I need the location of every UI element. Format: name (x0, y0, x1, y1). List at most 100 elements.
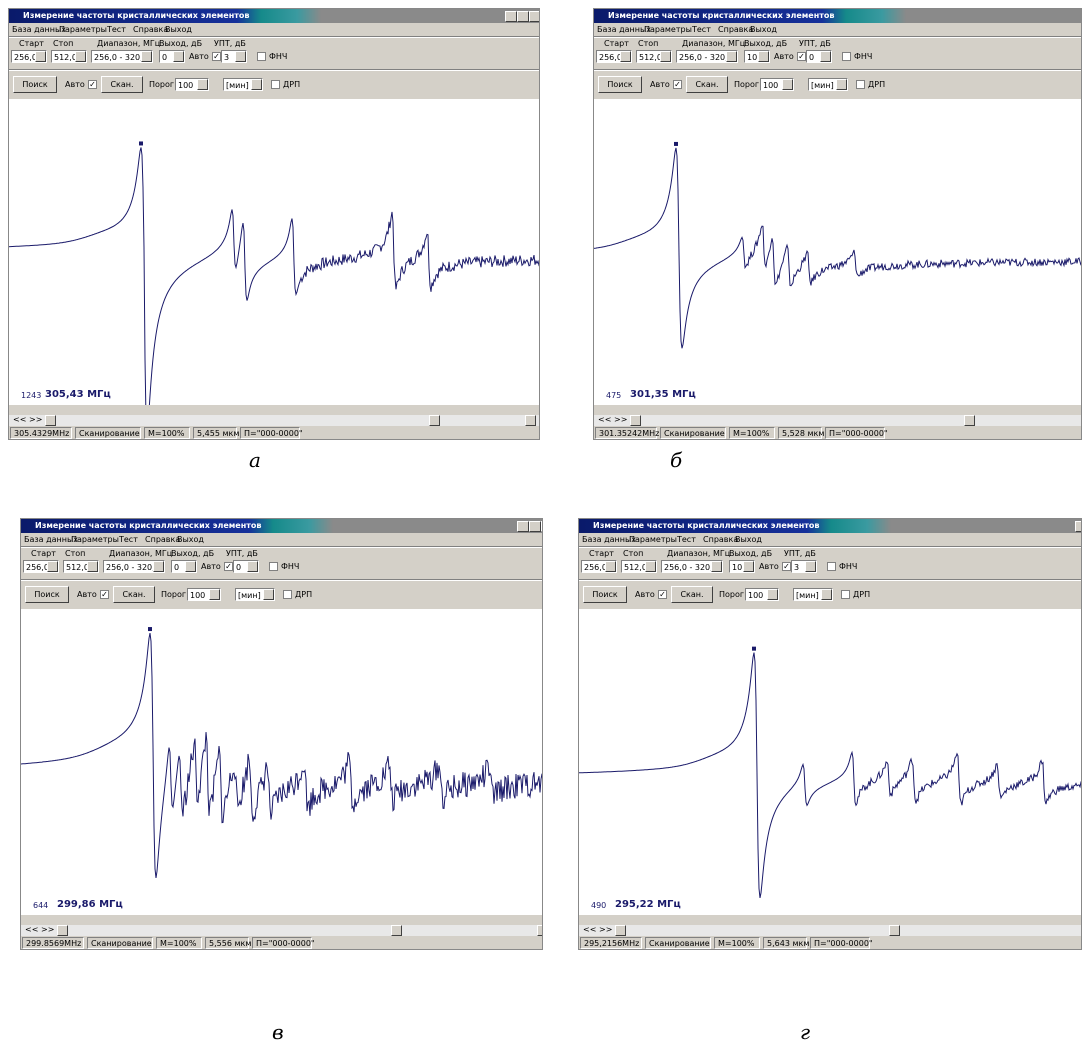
menu-item[interactable]: Выход (750, 25, 777, 34)
scroll-back[interactable]: << (13, 415, 26, 424)
combo-arrow (209, 589, 220, 600)
checkbox-label: Авто (65, 80, 85, 89)
status-cell: 301.35242MHz (595, 427, 657, 439)
scroll-forward[interactable]: >> (614, 415, 627, 424)
button[interactable]: Поиск (25, 586, 69, 603)
window-button[interactable] (541, 521, 543, 532)
scroll-back[interactable]: << (598, 415, 611, 424)
signal-trace (594, 148, 1082, 348)
combo-arrow (645, 561, 656, 572)
field-label: Старт (604, 39, 629, 48)
separator (9, 69, 540, 71)
menu-item[interactable]: Тест (677, 535, 696, 544)
window-button[interactable] (517, 11, 529, 22)
button[interactable]: Скан. (686, 76, 728, 93)
scroll-arrow[interactable] (630, 415, 641, 426)
checkbox[interactable] (283, 590, 292, 599)
scroll-back[interactable]: << (583, 925, 596, 934)
title-bar: Измерение частоты кристаллических элемен… (21, 519, 543, 533)
status-cell: 5,643 мкм (763, 937, 807, 949)
scroll-thumb[interactable] (889, 925, 900, 936)
checkbox[interactable] (856, 80, 865, 89)
frequency: 301,35 МГц (630, 389, 696, 400)
menu-item[interactable]: Тест (107, 25, 126, 34)
combo-arrow (820, 51, 831, 62)
checkbox[interactable]: ✓ (658, 590, 667, 599)
scroll-arrow[interactable] (537, 925, 543, 936)
checkbox[interactable] (842, 52, 851, 61)
scroll-arrow[interactable] (525, 415, 536, 426)
separator (21, 546, 543, 548)
status-cell: Сканирование (87, 937, 153, 949)
window-button[interactable] (517, 521, 529, 532)
separator (9, 36, 540, 38)
checkbox[interactable]: ✓ (88, 80, 97, 89)
menu-item[interactable]: Справка (718, 25, 753, 34)
checkbox[interactable] (269, 562, 278, 571)
menu-item[interactable]: Тест (119, 535, 138, 544)
field-label: Выход, дБ (729, 549, 772, 558)
peak-marker (148, 627, 152, 631)
checkbox-label: ФНЧ (854, 52, 872, 61)
menu-item[interactable]: База данных (597, 25, 651, 34)
menu-item[interactable]: Параметры (629, 535, 677, 544)
menu-item[interactable]: Выход (165, 25, 192, 34)
button[interactable]: Скан. (671, 586, 713, 603)
scroll-thumb[interactable] (429, 415, 440, 426)
window-button[interactable] (505, 11, 517, 22)
scrollbar: <<>> (21, 925, 543, 936)
checkbox-label: ФНЧ (839, 562, 857, 571)
menu-item[interactable]: База данных (24, 535, 78, 544)
menu-item[interactable]: Параметры (59, 25, 107, 34)
menu-item[interactable]: Параметры (644, 25, 692, 34)
checkbox[interactable]: ✓ (224, 562, 233, 571)
menu-item[interactable]: Выход (735, 535, 762, 544)
window-button[interactable] (529, 521, 541, 532)
scroll-thumb[interactable] (964, 415, 975, 426)
checkbox[interactable]: ✓ (673, 80, 682, 89)
menu-item[interactable]: Тест (692, 25, 711, 34)
scroll-arrow[interactable] (45, 415, 56, 426)
menu-item[interactable]: Выход (177, 535, 204, 544)
checkbox[interactable] (827, 562, 836, 571)
window-button[interactable] (529, 11, 540, 22)
checkbox[interactable] (841, 590, 850, 599)
button[interactable]: Поиск (13, 76, 57, 93)
checkbox[interactable] (257, 52, 266, 61)
peak-marker (139, 141, 143, 145)
button[interactable]: Скан. (101, 76, 143, 93)
scroll-forward[interactable]: >> (599, 925, 612, 934)
signal-trace (9, 148, 540, 406)
menu-item[interactable]: Справка (145, 535, 180, 544)
button[interactable]: Скан. (113, 586, 155, 603)
field-label: УПТ, дБ (799, 39, 831, 48)
counter: 475 (606, 391, 621, 400)
button[interactable]: Поиск (598, 76, 642, 93)
menu-item[interactable]: Справка (133, 25, 168, 34)
scroll-forward[interactable]: >> (29, 415, 42, 424)
menu-item[interactable]: Параметры (71, 535, 119, 544)
scroll-forward[interactable]: >> (41, 925, 54, 934)
window-button[interactable] (1075, 521, 1082, 532)
field-label: Стоп (623, 549, 643, 558)
button[interactable]: Поиск (583, 586, 627, 603)
scroll-arrow[interactable] (57, 925, 68, 936)
field-label: Стоп (65, 549, 85, 558)
combo-arrow (153, 561, 164, 572)
checkbox[interactable] (271, 80, 280, 89)
menu-item[interactable]: Справка (703, 535, 738, 544)
checkbox[interactable]: ✓ (100, 590, 109, 599)
app-window: Измерение частоты кристаллических элемен… (593, 8, 1082, 440)
field-label: Диапазон, МГц (667, 549, 730, 558)
menu-item[interactable]: База данных (12, 25, 66, 34)
scroll-thumb[interactable] (391, 925, 402, 936)
checkbox[interactable]: ✓ (782, 562, 791, 571)
scroll-back[interactable]: << (25, 925, 38, 934)
scroll-arrow[interactable] (615, 925, 626, 936)
status-cell: Сканирование (660, 427, 726, 439)
menu-item[interactable]: База данных (582, 535, 636, 544)
combo-arrow (758, 51, 769, 62)
app-window: Измерение частоты кристаллических элемен… (8, 8, 540, 440)
checkbox[interactable]: ✓ (797, 52, 806, 61)
checkbox[interactable]: ✓ (212, 52, 221, 61)
